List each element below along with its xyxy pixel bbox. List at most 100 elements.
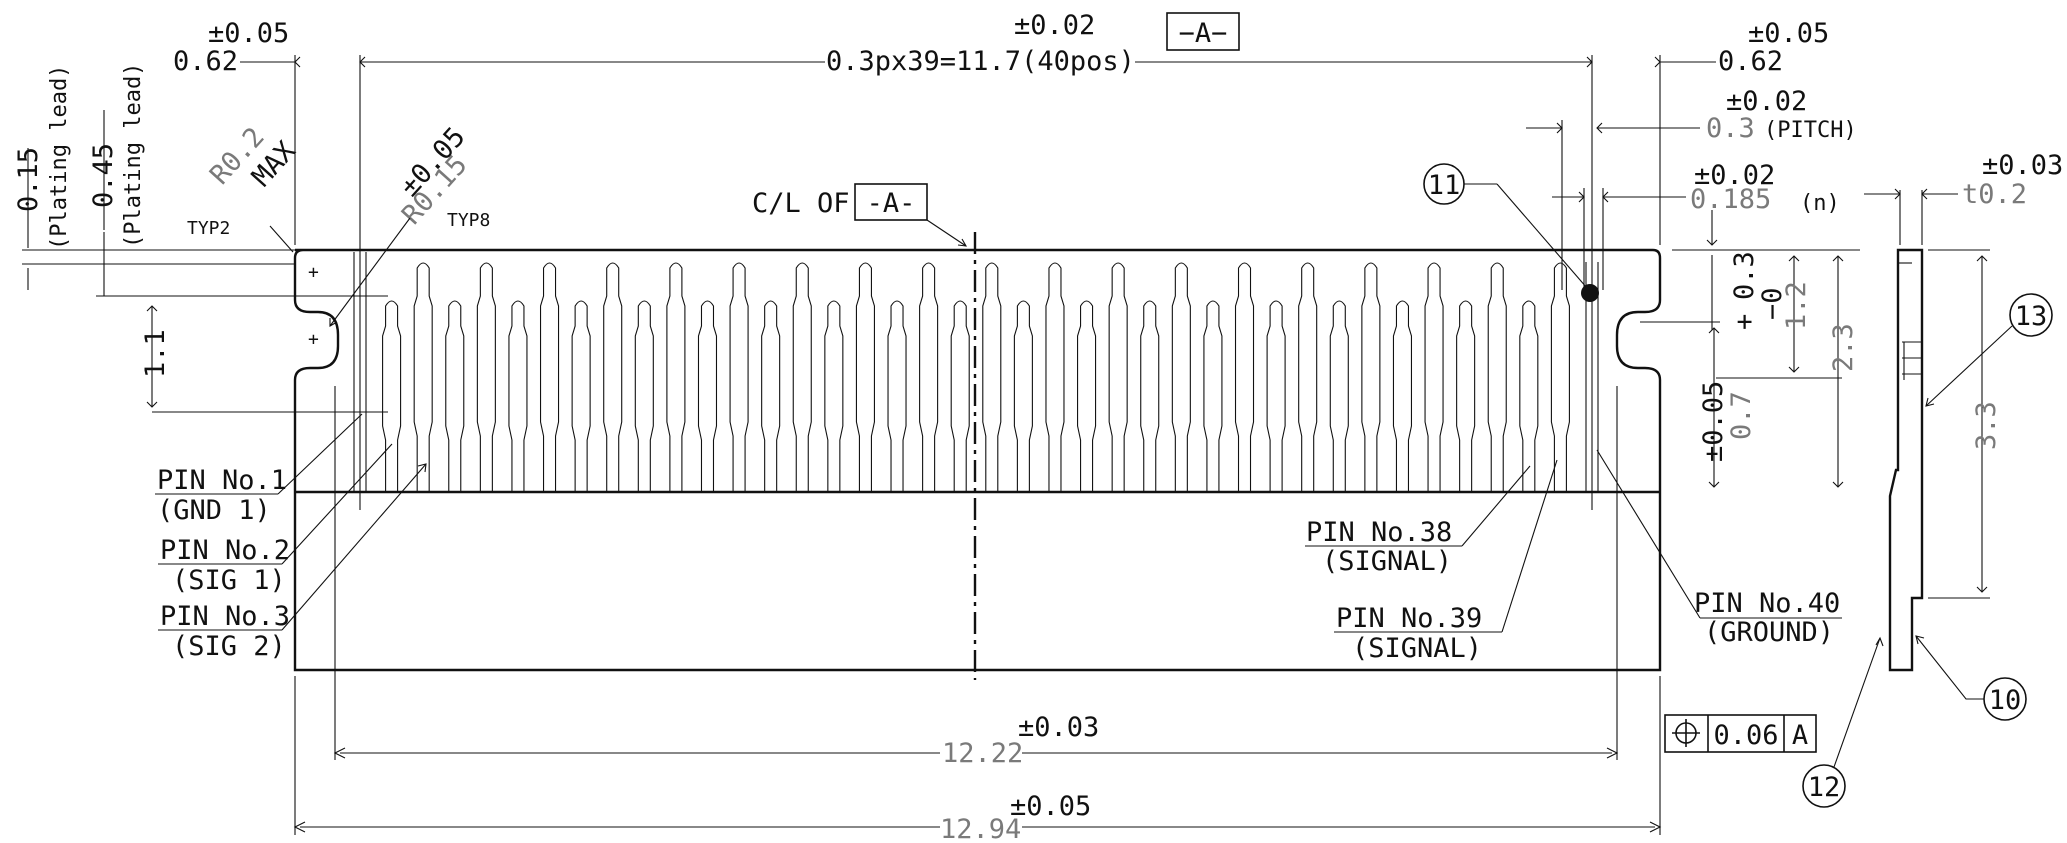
pitch-total-tol: ±0.02 <box>1014 10 1095 41</box>
contact-finger <box>414 263 432 492</box>
svg-text:11: 11 <box>1428 170 1461 201</box>
left-offset-tol: ±0.05 <box>208 18 289 49</box>
contact-finger <box>1393 301 1411 492</box>
pad-width-dimension: ±0.02 0.185 (n) <box>1552 160 1840 290</box>
cl-datum: -A- <box>867 188 916 219</box>
left-dimensions: 0.15 (Plating lead) 0.45 (Plating lead) … <box>13 63 490 412</box>
balloon-10: 10 <box>1916 636 2026 720</box>
contact-finger <box>1109 263 1127 492</box>
contact-finger <box>1551 263 1569 492</box>
contact-finger <box>1362 263 1380 492</box>
contact-finger <box>1204 301 1222 492</box>
contact-finger <box>477 263 495 492</box>
contact-finger <box>793 263 811 492</box>
pin40-label: PIN No.40 <box>1694 588 1840 619</box>
h33: 3.3 <box>1971 401 2002 450</box>
w1294-tol: ±0.05 <box>1010 791 1091 822</box>
contact-finger <box>1014 301 1032 492</box>
svg-text:13: 13 <box>2015 301 2048 332</box>
pin-callouts-right: PIN No.38 (SIGNAL) PIN No.39 (SIGNAL) PI… <box>1305 450 1842 664</box>
position-tolerance-frame: 0.06 A <box>1665 715 1816 752</box>
balloon-11: 11 <box>1424 164 1599 302</box>
pitch-total: 0.3px39=11.7(40pos) <box>826 46 1135 77</box>
top-dimensions: ±0.05 0.62 ±0.02 0.3px39=11.7(40pos) −A−… <box>173 10 1829 510</box>
pin38-label: PIN No.38 <box>1306 517 1452 548</box>
contact-finger <box>825 301 843 492</box>
contact-finger <box>698 301 716 492</box>
pos-tol-value: 0.06 <box>1713 720 1778 751</box>
pin3-label: PIN No.3 <box>160 601 290 632</box>
pitch-note: (PITCH) <box>1764 118 1857 143</box>
plating-015: 0.15 <box>13 147 44 212</box>
contact-finger <box>730 263 748 492</box>
contact-finger <box>383 301 401 492</box>
pin3-sub: (SIG 2) <box>172 631 286 662</box>
contact-finger <box>1425 263 1443 492</box>
via-dot <box>1581 284 1599 302</box>
svg-text:+: + <box>308 262 319 283</box>
contact-finger <box>1172 263 1190 492</box>
contact-finger <box>667 263 685 492</box>
contact-finger <box>1267 301 1285 492</box>
w1222-tol: ±0.03 <box>1018 712 1099 743</box>
thickness-tol: ±0.03 <box>1982 150 2063 181</box>
pitch-value: 0.3 <box>1706 113 1755 144</box>
contact-finger <box>572 301 590 492</box>
plating-note-2: (Plating lead) <box>121 63 146 248</box>
balloon-13: 13 <box>1926 294 2052 406</box>
pad-width-note: (n) <box>1800 191 1840 216</box>
contact-finger <box>920 263 938 492</box>
side-view: ±0.03 t0.2 3.3 13 10 12 <box>1803 150 2063 807</box>
contact-finger <box>1457 301 1475 492</box>
h12: 1.2 <box>1781 281 1812 330</box>
thickness: t0.2 <box>1962 179 2027 210</box>
pin39-sub: (SIGNAL) <box>1352 633 1482 664</box>
contact-finger <box>635 301 653 492</box>
contact-finger <box>446 301 464 492</box>
contact-finger <box>762 301 780 492</box>
right-offset: 0.62 <box>1718 46 1783 77</box>
balloon-12: 12 <box>1803 638 1883 807</box>
contact-finger <box>1078 301 1096 492</box>
pin1-label: PIN No.1 <box>157 465 287 496</box>
plating-045: 0.45 <box>88 143 119 208</box>
datum-a-label: −A− <box>1179 18 1228 49</box>
contact-finger <box>856 263 874 492</box>
contact-finger <box>604 263 622 492</box>
contact-finger <box>541 263 559 492</box>
right-dimensions: + 0.3 −0 1.2 ±0.05 0.7 2.3 <box>1640 210 1860 487</box>
right-offset-tol: ±0.05 <box>1748 18 1829 49</box>
pos-tol-datum: A <box>1792 720 1808 751</box>
contact-finger <box>509 301 527 492</box>
contact-finger <box>1299 263 1317 492</box>
w1294: 12.94 <box>940 814 1021 843</box>
svg-text:+: + <box>308 329 319 350</box>
contact-finger <box>1236 263 1254 492</box>
svg-text:12: 12 <box>1808 772 1841 803</box>
contact-finger <box>1488 263 1506 492</box>
h07-tol: ±0.05 <box>1698 381 1729 462</box>
pin-callouts-left: PIN No.1 (GND 1) PIN No.2 (SIG 1) PIN No… <box>155 414 426 662</box>
typ2: TYP2 <box>187 218 230 239</box>
contact-finger <box>1330 301 1348 492</box>
pin39-label: PIN No.39 <box>1336 603 1482 634</box>
left-offset: 0.62 <box>173 46 238 77</box>
cl-text: C/L OF <box>752 188 850 219</box>
h03-plus: + <box>1729 314 1760 330</box>
pin2-label: PIN No.2 <box>160 535 290 566</box>
pad-width-value: 0.185 <box>1690 184 1771 215</box>
pin38-sub: (SIGNAL) <box>1322 546 1452 577</box>
height-1-1: 1.1 <box>140 329 171 378</box>
pin2-sub: (SIG 1) <box>172 565 286 596</box>
contact-finger <box>1141 301 1159 492</box>
contact-finger <box>951 301 969 492</box>
pin40-sub: (GROUND) <box>1704 617 1834 648</box>
pin1-sub: (GND 1) <box>157 495 271 526</box>
svg-text:10: 10 <box>1989 685 2022 716</box>
w1222: 12.22 <box>942 738 1023 769</box>
contact-finger <box>983 263 1001 492</box>
h03: 0.3 <box>1729 251 1760 300</box>
position-tolerance-icon <box>1672 719 1700 747</box>
contact-finger <box>888 301 906 492</box>
